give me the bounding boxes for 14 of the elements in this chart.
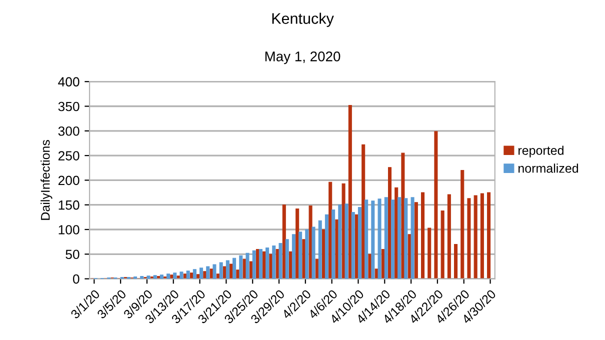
y-axis-title: DailyInfections	[40, 140, 52, 220]
legend-label: reported	[518, 146, 564, 158]
chart-title: Kentucky	[272, 12, 334, 27]
chart-subtitle: May 1, 2020	[265, 52, 340, 64]
y-tick-label: 400	[58, 77, 80, 87]
legend-label: normalized	[518, 164, 578, 173]
y-tick-label: 200	[58, 176, 80, 186]
y-tick-label: 350	[58, 102, 80, 112]
y-tick-label: 50	[66, 250, 80, 260]
y-tick-label: 100	[58, 225, 80, 234]
y-tick-label: 0	[72, 274, 80, 284]
y-tick-label: 250	[58, 151, 80, 160]
y-tick-label: 150	[58, 200, 80, 210]
y-tick-label: 300	[58, 126, 80, 136]
